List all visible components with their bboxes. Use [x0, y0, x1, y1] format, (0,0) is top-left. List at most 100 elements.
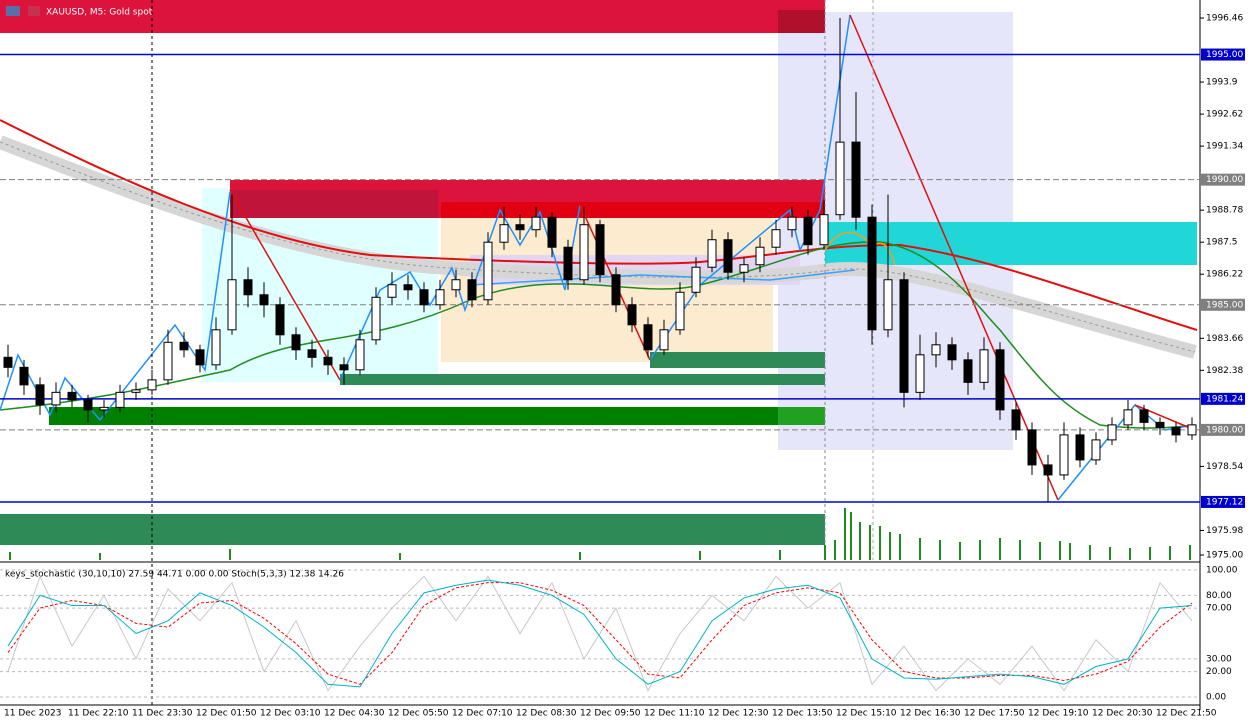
candle-body: [147, 379, 157, 391]
candle-body: [1187, 424, 1197, 436]
level-label-bg: [1201, 298, 1245, 311]
y-tick-label: 1975.98: [1206, 526, 1243, 536]
candle-body: [1139, 409, 1149, 423]
candle-body: [723, 239, 733, 273]
range-box: [202, 188, 438, 382]
candle-body: [947, 344, 957, 361]
x-tick-label: 12 Dec 19:10: [1028, 709, 1089, 719]
y-tick-label: 1993.9: [1206, 78, 1238, 88]
symbol-icon[interactable]: [28, 6, 40, 16]
candle-body: [547, 216, 557, 248]
x-tick-label: 12 Dec 09:50: [580, 709, 641, 719]
zones: [0, 0, 1197, 545]
candle-body: [371, 296, 381, 341]
stoch-line: [7, 579, 1193, 688]
y-tick-label: 1991.34: [1206, 142, 1243, 152]
y-tick-label: 1986.22: [1206, 270, 1243, 280]
indicator-title: keys_stochastic (30,10,10) 27.59 44.71 0…: [5, 570, 344, 580]
candle-body: [515, 224, 525, 231]
x-tick-label: 11 Dec 2023: [4, 709, 62, 719]
x-tick-label: 12 Dec 05:50: [388, 709, 449, 719]
candle-body: [275, 304, 285, 336]
ma-red: [0, 119, 1198, 331]
candle-body: [755, 246, 765, 266]
y-tick-label: 1987.5: [1206, 238, 1238, 248]
candle-body: [67, 391, 77, 401]
candle-body: [259, 294, 269, 306]
candle-body: [1075, 434, 1085, 461]
candle-body: [995, 349, 1005, 411]
candle-body: [227, 279, 237, 331]
candle-body: [1027, 429, 1037, 466]
candle-body: [1155, 421, 1165, 428]
candle-body: [563, 246, 573, 281]
candle-body: [787, 216, 797, 231]
candle-body: [675, 291, 685, 331]
candle-body: [291, 334, 301, 351]
candle-body: [979, 349, 989, 383]
candle-body: [1091, 439, 1101, 461]
candle-body: [483, 241, 493, 301]
candle-body: [211, 329, 221, 366]
candle-body: [403, 284, 413, 291]
candle-body: [435, 289, 445, 306]
y-tick-label: 80.00: [1206, 591, 1232, 601]
demand-zone: [0, 514, 825, 545]
supply-zone-overlap: [778, 10, 825, 33]
candle-body: [19, 366, 29, 386]
candle-body: [899, 279, 909, 393]
candle-body: [1171, 426, 1181, 436]
level-label-bg: [1201, 173, 1245, 186]
x-tick-label: 12 Dec 13:50: [772, 709, 833, 719]
candle-body: [1043, 464, 1053, 476]
candle-body: [579, 224, 589, 281]
y-tick-label: 1988.78: [1206, 206, 1243, 216]
range-box: [441, 218, 773, 362]
candle-body: [131, 389, 141, 393]
y-tick-label: 70.00: [1206, 604, 1232, 614]
candle-body: [739, 264, 749, 273]
candle-body: [99, 406, 109, 411]
x-tick-label: 12 Dec 07:10: [452, 709, 513, 719]
candle-body: [35, 384, 45, 406]
demand-zone: [650, 352, 825, 368]
candle-body: [915, 354, 925, 393]
candle-body: [51, 391, 61, 406]
candle-body: [243, 279, 253, 296]
level-label: 1990.00: [1206, 175, 1243, 185]
candle-body: [3, 356, 13, 368]
y-tick-label: 1982.38: [1206, 366, 1243, 376]
candle-body: [195, 349, 205, 366]
candle-body: [1011, 409, 1021, 431]
candle-body: [307, 349, 317, 358]
candle-body: [883, 279, 893, 331]
candle-body: [771, 229, 781, 248]
candle-body: [419, 289, 429, 306]
candle-body: [531, 216, 541, 231]
level-label-bg: [1201, 423, 1245, 436]
x-tick-label: 12 Dec 03:10: [260, 709, 321, 719]
x-tick-label: 12 Dec 04:30: [324, 709, 385, 719]
demand-zone-overlap: [778, 407, 825, 425]
candle-body: [707, 239, 717, 268]
x-tick-label: 12 Dec 20:30: [1092, 709, 1153, 719]
candle-body: [115, 391, 125, 408]
candle-body: [467, 279, 477, 301]
x-tick-label: 11 Dec 22:10: [68, 709, 129, 719]
level-label: 1981.24: [1206, 394, 1243, 404]
x-tick-label: 12 Dec 16:30: [900, 709, 961, 719]
volume-bars: [9, 508, 1191, 560]
y-tick-label: 1978.54: [1206, 462, 1243, 472]
candle-body: [499, 224, 509, 243]
ma-blue: [469, 269, 856, 286]
candle-body: [1059, 434, 1069, 476]
x-tick-label: 11 Dec 23:30: [132, 709, 193, 719]
candle-body: [643, 324, 653, 351]
y-tick-label: 1996.46: [1206, 14, 1243, 24]
menu-icon[interactable]: [6, 6, 20, 16]
level-label-bg: [1201, 48, 1245, 61]
stoch-line: [7, 574, 1193, 692]
candle-body: [1107, 424, 1117, 441]
y-tick-label: 0.00: [1206, 692, 1226, 702]
